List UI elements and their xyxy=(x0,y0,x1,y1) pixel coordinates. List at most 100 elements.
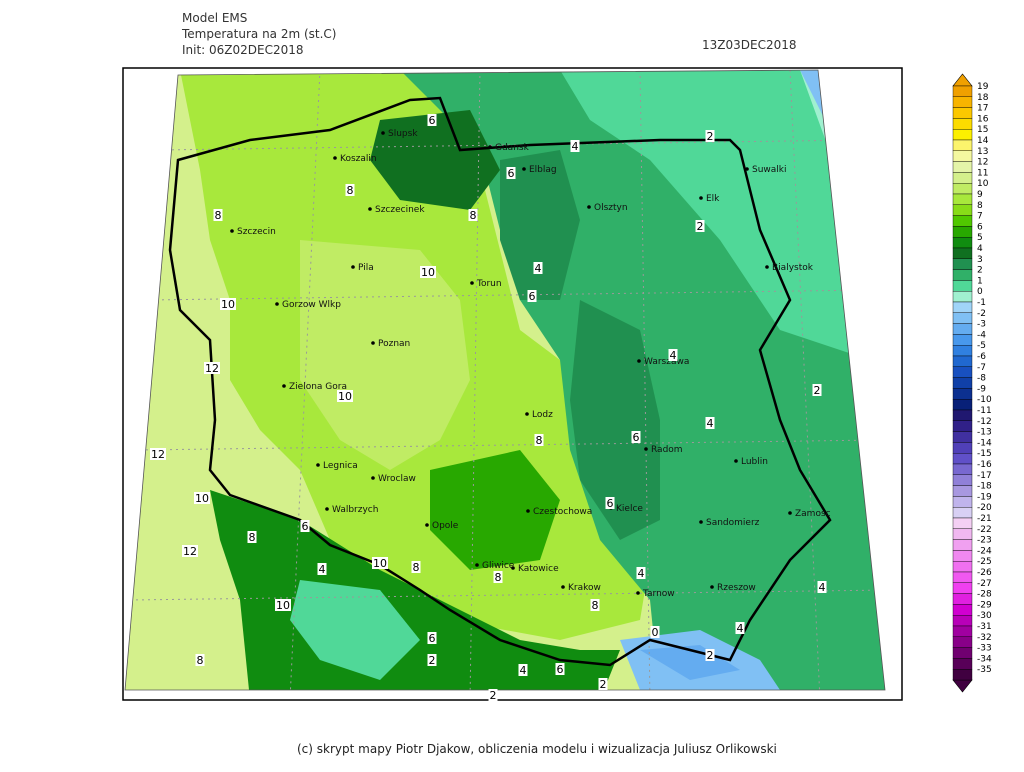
contour-label-bg xyxy=(636,567,646,579)
colorbar-label: -19 xyxy=(977,492,992,502)
contour-label-bg xyxy=(506,167,516,179)
contour-label-bg xyxy=(650,626,660,638)
city-label: Lodz xyxy=(532,410,553,420)
contour-label-bg xyxy=(337,390,353,402)
colorbar-swatch xyxy=(952,139,973,152)
colorbar-label: -9 xyxy=(977,384,986,394)
city-label: Legnica xyxy=(323,461,358,471)
contour-label-bg xyxy=(534,434,544,446)
city-dot xyxy=(488,145,492,149)
contour-label-bg xyxy=(518,664,528,676)
city-dot xyxy=(699,196,703,200)
contour-label: 2 xyxy=(814,384,821,397)
city-dot xyxy=(282,384,286,388)
city-dot xyxy=(561,585,565,589)
city-dot xyxy=(325,507,329,511)
colorbar-swatch xyxy=(952,442,973,454)
city-dot xyxy=(745,167,749,171)
contour-label-bg xyxy=(590,599,600,611)
contour-label-bg xyxy=(420,266,436,278)
contour-label: 6 xyxy=(607,497,614,510)
colorbar-label: 13 xyxy=(977,147,988,157)
contour-label: 2 xyxy=(600,678,607,691)
colorbar-label: -23 xyxy=(977,536,992,546)
colorbar-label: -26 xyxy=(977,568,992,578)
colorbar-swatch xyxy=(952,355,973,368)
city-label: Koszalin xyxy=(340,154,377,164)
colorbar-swatch xyxy=(952,236,973,249)
colorbar-label: -32 xyxy=(977,633,992,643)
city-label: Wroclaw xyxy=(378,474,416,484)
colorbar-label: -22 xyxy=(977,525,992,535)
colorbar-label: -28 xyxy=(977,590,992,600)
contour-label-bg xyxy=(317,563,327,575)
colorbar-swatch xyxy=(952,517,973,530)
colorbar-swatch xyxy=(952,247,973,260)
city-label: Pila xyxy=(358,263,374,273)
contour-label-bg xyxy=(275,599,291,611)
contour-label: 8 xyxy=(495,571,502,584)
colorbar-swatch xyxy=(952,96,973,108)
contour-label-bg xyxy=(427,114,437,126)
colorbar-label: -34 xyxy=(977,654,992,664)
colorbar-swatch xyxy=(952,323,973,335)
city-dot xyxy=(636,591,640,595)
city-label: Rzeszow xyxy=(717,583,756,593)
colorbar-swatch xyxy=(952,453,973,465)
city-dot xyxy=(788,511,792,515)
city-label: Czestochowa xyxy=(533,507,592,517)
contour-label-bg xyxy=(247,531,257,543)
contour-label-bg xyxy=(182,545,198,557)
contour-label-bg xyxy=(150,448,166,460)
valid-time: 13Z03DEC2018 xyxy=(702,38,797,52)
colorbar-swatch xyxy=(952,85,973,98)
colorbar-label: -33 xyxy=(977,644,992,654)
city-dot xyxy=(275,302,279,306)
colorbar-label: -7 xyxy=(977,363,986,373)
colorbar-swatch xyxy=(952,463,973,476)
city-label: Kielce xyxy=(616,504,643,514)
city-label: Tarnow xyxy=(642,589,675,599)
city-dot xyxy=(587,205,591,209)
city-label: Elk xyxy=(706,194,720,204)
colorbar-swatch xyxy=(952,647,973,659)
colorbar-swatch xyxy=(952,226,973,238)
contour-label-bg xyxy=(195,654,205,666)
colorbar-label: 3 xyxy=(977,255,983,265)
contour-label: 10 xyxy=(221,298,235,311)
city-dot xyxy=(710,585,714,589)
colorbar-swatch xyxy=(952,280,973,292)
colorbar-label: 17 xyxy=(977,104,988,114)
city-label: Radom xyxy=(651,445,683,455)
colorbar-swatch xyxy=(952,334,973,346)
city-label: Poznan xyxy=(378,339,410,349)
contour-label: 8 xyxy=(413,561,420,574)
contour-label: 6 xyxy=(429,632,436,645)
colorbar-label: -13 xyxy=(977,428,992,438)
colorbar-swatch xyxy=(952,388,973,400)
colorbar-swatch xyxy=(952,366,973,378)
contour-label-bg xyxy=(204,362,220,374)
city-label: Zielona Gora xyxy=(289,382,347,392)
contour-label: 2 xyxy=(707,130,714,143)
colorbar-label: -20 xyxy=(977,503,992,513)
city-dot xyxy=(699,520,703,524)
colorbar-swatch xyxy=(952,604,973,616)
city-dot xyxy=(371,341,375,345)
contour-label: 10 xyxy=(421,266,435,279)
colorbar-label: -30 xyxy=(977,611,992,621)
city-dot xyxy=(734,459,738,463)
colorbar-label: -3 xyxy=(977,320,986,330)
colorbar-top-arrow xyxy=(952,73,973,87)
colorbar-swatch xyxy=(952,420,973,432)
colorbar-swatch xyxy=(952,409,973,422)
city-dot xyxy=(475,563,479,567)
contour-label-bg xyxy=(213,209,223,221)
city-label: Gorzow Wlkp xyxy=(282,300,341,310)
contour-label-bg xyxy=(668,349,678,361)
colorbar-label: 9 xyxy=(977,190,983,200)
colorbar-label: -18 xyxy=(977,482,992,492)
city-dot xyxy=(230,229,234,233)
city-label: Torun xyxy=(476,279,502,289)
